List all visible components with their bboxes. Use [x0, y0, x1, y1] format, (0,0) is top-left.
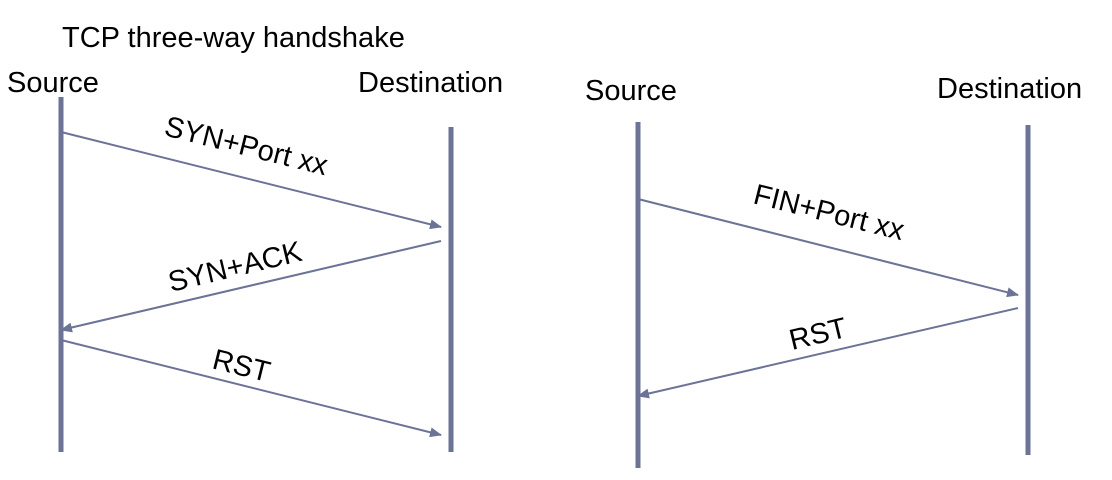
left-destination-label: Destination: [358, 67, 503, 99]
right-destination-label: Destination: [937, 73, 1082, 105]
left-source-label: Source: [7, 67, 99, 99]
left-sequence-diagram: TCP three-way handshake Source Destinati…: [7, 22, 503, 452]
right-message-label-rst: RST: [786, 312, 850, 357]
right-sequence-diagram: Source Destination FIN+Port xx RST: [585, 73, 1082, 468]
right-message-arrow-rst: [637, 307, 1019, 399]
left-message-arrow-syn-port: [60, 131, 442, 230]
right-message-arrow-fin-port: [637, 198, 1019, 298]
left-message-label-rst: RST: [209, 344, 273, 389]
left-message-arrow-syn-ack: [60, 240, 442, 333]
left-diagram-title: TCP three-way handshake: [62, 22, 405, 54]
right-message-label-fin-port: FIN+Port xx: [750, 179, 908, 247]
left-message-label-syn-port: SYN+Port xx: [161, 111, 331, 183]
right-source-label: Source: [585, 75, 677, 107]
left-message-arrow-rst: [60, 339, 442, 438]
